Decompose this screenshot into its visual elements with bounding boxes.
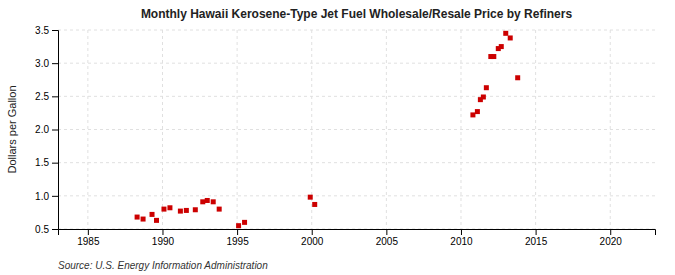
x-tick-mark [610,229,611,235]
grid [58,30,655,229]
x-tick-label: 1990 [152,236,175,247]
y-tick-mark [52,130,58,131]
y-tick: 3.0 [35,58,58,69]
grid-line [58,195,655,196]
point [178,209,183,214]
point [508,35,513,40]
x-tick-label: 2000 [301,236,324,247]
point [211,199,216,204]
x-tick-mark [386,229,387,235]
x-tick: 2020 [600,229,623,247]
point [470,112,475,117]
point [312,202,317,207]
y-tick: 1.0 [35,191,58,202]
y-axis-title: Dollars per Gallon [6,85,18,173]
point [184,208,189,213]
x-tick: 1995 [226,229,249,247]
y-tick-mark [52,196,58,197]
point [150,212,155,217]
y-axis-line [52,31,59,230]
point [499,44,504,49]
y-tick-mark [52,63,58,64]
y-tick: 2.0 [35,124,58,135]
title: Monthly Hawaii Kerosene-Type Jet Fuel Wh… [141,7,573,21]
x-axis-line [59,230,656,236]
x-tick-label: 2010 [450,236,473,247]
point [205,198,210,203]
point [475,109,480,114]
x-tick-label: 2015 [525,236,548,247]
x-tick: 2005 [376,229,399,247]
x-tick: 2010 [450,229,473,247]
y-tick-mark [52,229,58,230]
x-tick-mark [162,229,163,235]
grid-line [58,30,655,31]
x-tick-label: 2005 [376,236,399,247]
y-tick: 3.5 [35,25,58,36]
grid-line [535,30,536,229]
point [200,199,205,204]
point [491,54,496,59]
x-tick-label: 1995 [226,236,249,247]
grid-line [58,162,655,163]
y-tick: 2.5 [35,91,58,102]
point [135,215,140,220]
source-note: Source: U.S. Energy Information Administ… [58,260,268,271]
x-tick-mark [88,229,89,235]
point [503,31,508,36]
x-tick: 2000 [301,229,324,247]
plot-area: 1985 1990 1995 2000 2005 2010 2015 2020 0.5 1.0 1.… [35,25,655,247]
points [135,31,521,228]
point [193,207,198,212]
y-tick-mark [52,30,58,31]
point [141,217,146,222]
y-tick-mark [52,163,58,164]
chart: 1985 1990 1995 2000 2005 2010 2015 2020 0.5 1.0 1.… [0,0,675,275]
x-tick-label: 1985 [77,236,100,247]
grid-line [58,96,655,97]
grid-line [58,63,655,64]
point [242,220,247,225]
y-tick-label: 2.5 [35,91,49,102]
grid-line [58,129,655,130]
x-tick-mark [237,229,238,235]
x-tick-label: 2020 [600,236,623,247]
y-tick-label: 2.0 [35,124,49,135]
point [236,223,241,228]
point [217,207,222,212]
y-tick-mark [52,96,58,97]
x-tick-mark [312,229,313,235]
y-tick-label: 0.5 [35,224,49,235]
grid-line [386,30,387,229]
point [481,94,486,99]
y-tick-label: 3.0 [35,58,49,69]
point [515,75,520,80]
x-tick-mark [461,229,462,235]
x-tick: 2015 [525,229,548,247]
x-tick: 1990 [152,229,175,247]
grid-line [237,30,238,229]
x-axis: 1985 1990 1995 2000 2005 2010 2015 2020 [59,229,656,247]
point [154,218,159,223]
x-tick: 1985 [77,229,100,247]
point [308,195,313,200]
y-tick-label: 3.5 [35,25,49,36]
y-tick-label: 1.5 [35,157,49,168]
point [167,205,172,210]
y-tick-label: 1.0 [35,191,49,202]
y-tick: 1.5 [35,157,58,168]
y-axis: 0.5 1.0 1.5 2.0 2.5 3.0 3.5 [35,25,58,235]
point [161,207,166,212]
x-tick-mark [536,229,537,235]
y-tick: 0.5 [35,224,58,235]
point [484,85,489,90]
